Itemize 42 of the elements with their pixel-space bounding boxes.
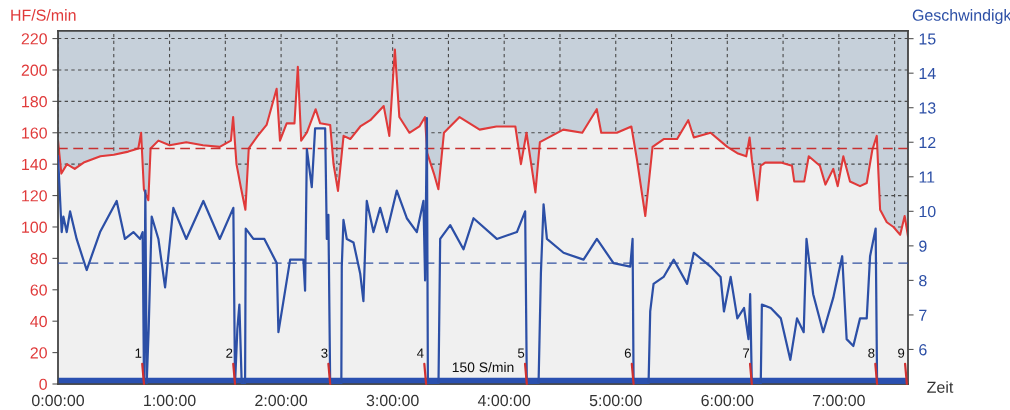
x-tick-label: 6:00:00 <box>701 394 754 407</box>
y2-tick-label: 11 <box>919 171 935 183</box>
y-axis-title: HF/S/min <box>11 9 76 21</box>
x-tick-label: 4:00:00 <box>477 394 531 407</box>
x-tick-label: 3:00:00 <box>366 394 419 407</box>
annotation: 1 <box>135 348 142 358</box>
x-tick-label: 2:00:00 <box>255 394 308 407</box>
y-tick-label: 220 <box>21 33 47 45</box>
y2-tick-label: 15 <box>919 33 936 45</box>
x-tick-label: 0:00:00 <box>31 394 85 407</box>
annotation: 7 <box>743 348 750 358</box>
y2-tick-label: 13 <box>919 102 936 114</box>
y2-tick-label: 9 <box>919 240 927 252</box>
band-label: 150 S/min <box>452 361 514 373</box>
y-tick-label: 200 <box>21 64 47 76</box>
y2-tick-label: 12 <box>919 136 936 149</box>
y2-tick-label: 6 <box>919 344 927 356</box>
annotation: 5 <box>517 348 525 358</box>
y-tick-label: 140 <box>22 158 47 171</box>
annotation: 6 <box>624 348 631 358</box>
y-tick-label: 40 <box>30 315 47 328</box>
x-axis-title: Zeit <box>927 381 954 393</box>
annotation: 2 <box>226 348 233 358</box>
x-tick-label: 1:00:00 <box>144 394 196 407</box>
y-tick-label: 60 <box>30 284 47 296</box>
y-tick-label: 160 <box>22 127 47 139</box>
y-tick-label: 120 <box>22 190 47 202</box>
y2-tick-label: 8 <box>919 275 927 287</box>
annotation: 3 <box>321 348 328 358</box>
y-tick-label: 100 <box>22 221 47 233</box>
y-tick-label: 80 <box>30 253 47 265</box>
x-tick-label: 7:00:00 <box>813 394 865 407</box>
annotation: 4 <box>416 348 424 358</box>
annotation: 9 <box>898 348 905 358</box>
y-tick-label: 0 <box>39 378 47 390</box>
y-tick-label: 20 <box>30 347 47 359</box>
y2-tick-label: 10 <box>919 205 936 218</box>
y-tick-label: 180 <box>22 95 47 108</box>
y2-tick-label: 14 <box>919 67 936 79</box>
annotation: 8 <box>868 348 875 358</box>
x-tick-label: 5:00:00 <box>589 394 642 407</box>
y2-tick-label: 7 <box>919 309 927 321</box>
